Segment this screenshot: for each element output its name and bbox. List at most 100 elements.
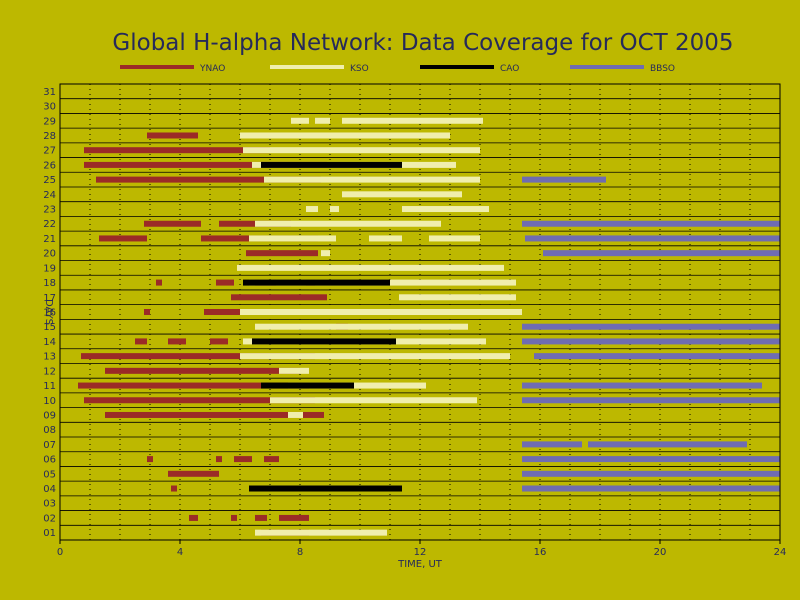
coverage-bar-ynao bbox=[105, 411, 324, 418]
x-tick-label: 24 bbox=[774, 547, 787, 558]
coverage-bar-bbso bbox=[522, 382, 762, 389]
y-tick-label: 29 bbox=[43, 116, 56, 127]
coverage-bar-ynao bbox=[231, 294, 327, 301]
coverage-bar-kso bbox=[264, 176, 480, 183]
coverage-bar-ynao bbox=[78, 382, 309, 389]
coverage-bar-ynao bbox=[135, 338, 147, 345]
coverage-bar-ynao bbox=[246, 250, 318, 257]
coverage-bar-ynao bbox=[147, 456, 153, 463]
y-tick-label: 15 bbox=[43, 322, 56, 333]
y-tick-label: 06 bbox=[43, 455, 56, 466]
coverage-bar-bbso bbox=[543, 250, 780, 257]
y-tick-label: 02 bbox=[43, 513, 56, 524]
coverage-bar-cao bbox=[249, 485, 402, 492]
coverage-bar-ynao bbox=[168, 338, 186, 345]
y-tick-label: 13 bbox=[43, 352, 56, 363]
coverage-bar-ynao bbox=[144, 309, 150, 315]
x-tick-label: 0 bbox=[57, 547, 63, 558]
coverage-bar-kso bbox=[291, 117, 309, 124]
coverage-bar-kso bbox=[255, 529, 387, 536]
coverage-bar-bbso bbox=[522, 323, 780, 330]
x-tick-label: 8 bbox=[297, 547, 303, 558]
coverage-bar-bbso bbox=[522, 441, 582, 448]
coverage-bar-kso bbox=[270, 397, 477, 404]
coverage-bar-kso bbox=[321, 250, 330, 257]
coverage-bar-kso bbox=[315, 117, 330, 124]
y-tick-label: 01 bbox=[43, 528, 56, 539]
coverage-bar-ynao bbox=[171, 485, 177, 492]
coverage-bar-ynao bbox=[144, 220, 201, 227]
coverage-bar-ynao bbox=[168, 470, 219, 477]
y-axis-ticks: 01 02 03 04 05 06 07 08 09 10 11 12 13 14 15 16 17 18 19 20… bbox=[43, 87, 56, 539]
coverage-bar-kso bbox=[240, 132, 450, 139]
y-tick-label: 20 bbox=[43, 249, 56, 260]
coverage-bar-bbso bbox=[522, 397, 780, 404]
y-tick-label: 09 bbox=[43, 410, 56, 421]
y-tick-label: 27 bbox=[43, 146, 56, 157]
legend-label-ynao: YNAO bbox=[199, 64, 225, 74]
coverage-bar-ynao bbox=[204, 309, 240, 315]
y-tick-label: 31 bbox=[43, 87, 56, 98]
y-tick-label: 21 bbox=[43, 234, 56, 245]
y-tick-label: 23 bbox=[43, 205, 56, 216]
y-tick-label: 24 bbox=[43, 190, 56, 201]
y-tick-label: 30 bbox=[43, 102, 56, 113]
y-tick-label: 07 bbox=[43, 440, 56, 451]
coverage-bar-cao bbox=[261, 161, 402, 168]
y-tick-label: 05 bbox=[43, 469, 56, 480]
y-tick-label: 19 bbox=[43, 263, 56, 274]
coverage-bar-cao bbox=[252, 338, 396, 345]
coverage-bar-kso bbox=[279, 367, 309, 374]
coverage-bar-kso bbox=[429, 235, 480, 242]
coverage-bar-ynao bbox=[216, 279, 234, 286]
y-tick-label: 16 bbox=[43, 308, 56, 319]
coverage-bar-ynao bbox=[156, 279, 162, 286]
coverage-bar-cao bbox=[261, 382, 354, 389]
coverage-bar-kso bbox=[330, 206, 339, 213]
coverage-bar-ynao bbox=[81, 353, 315, 360]
coverage-bar-kso bbox=[402, 206, 489, 213]
grid bbox=[60, 84, 780, 540]
legend-swatch-ynao bbox=[120, 65, 194, 69]
coverage-bar-kso bbox=[369, 235, 402, 242]
coverage-bar-bbso bbox=[522, 470, 780, 477]
coverage-bar-kso bbox=[240, 353, 510, 360]
chart-title: Global H-alpha Network: Data Coverage fo… bbox=[112, 30, 733, 56]
y-tick-label: 28 bbox=[43, 131, 56, 142]
coverage-bar-bbso bbox=[522, 176, 606, 183]
coverage-bar-ynao bbox=[210, 338, 228, 345]
coverage-bar-kso bbox=[288, 382, 426, 389]
y-tick-label: 10 bbox=[43, 396, 56, 407]
legend-label-kso: KSO bbox=[350, 64, 369, 74]
coverage-bar-kso bbox=[306, 206, 318, 213]
coverage-bars bbox=[78, 117, 780, 536]
y-tick-label: 12 bbox=[43, 366, 56, 377]
coverage-bar-ynao bbox=[84, 147, 270, 154]
coverage-bar-kso bbox=[240, 309, 522, 315]
coverage-bar-kso bbox=[342, 117, 483, 124]
coverage-bar-bbso bbox=[525, 235, 780, 242]
coverage-bar-bbso bbox=[534, 353, 780, 360]
coverage-bar-ynao bbox=[189, 514, 198, 521]
coverage-bar-kso bbox=[255, 323, 468, 330]
y-tick-label: 18 bbox=[43, 278, 56, 289]
legend-swatch-kso bbox=[270, 65, 344, 69]
coverage-bar-bbso bbox=[522, 456, 780, 463]
coverage-bar-ynao bbox=[234, 456, 252, 463]
coverage-bar-kso bbox=[288, 411, 303, 418]
y-tick-label: 11 bbox=[43, 381, 56, 392]
coverage-bar-ynao bbox=[84, 161, 327, 168]
coverage-bar-cao bbox=[243, 279, 390, 286]
coverage-bar-kso bbox=[399, 294, 516, 301]
y-tick-label: 14 bbox=[43, 337, 56, 348]
legend: YNAO KSO CAO BBSO bbox=[120, 64, 675, 74]
y-tick-label: 03 bbox=[43, 499, 56, 510]
y-tick-label: 26 bbox=[43, 160, 56, 171]
coverage-bar-bbso bbox=[522, 220, 780, 227]
x-tick-label: 12 bbox=[414, 547, 427, 558]
coverage-bar-ynao bbox=[147, 132, 198, 139]
coverage-bar-bbso bbox=[522, 485, 780, 492]
x-axis-label: TIME, UT bbox=[397, 559, 443, 570]
coverage-bar-kso bbox=[255, 220, 441, 227]
